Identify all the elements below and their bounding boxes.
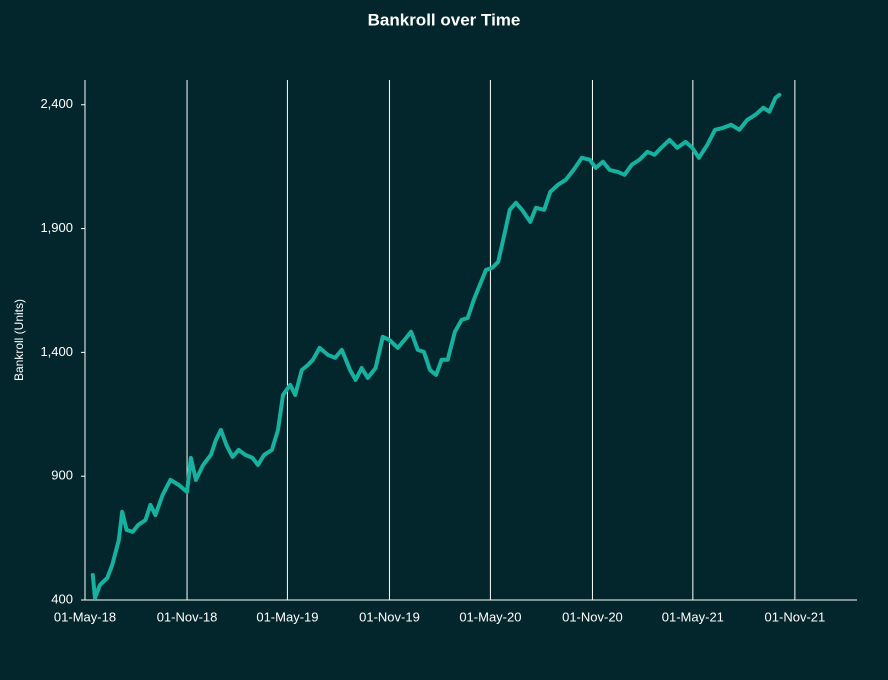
y-tick-label: 900 bbox=[51, 468, 73, 483]
x-tick-label: 01-May-19 bbox=[256, 609, 318, 624]
line bbox=[90, 92, 782, 600]
y-axis-label: Bankroll (Units) bbox=[12, 299, 26, 381]
y-tick-label: 1,400 bbox=[40, 344, 73, 359]
x-tick-label: 01-May-18 bbox=[54, 609, 116, 624]
y-tick-label: 1,900 bbox=[40, 220, 73, 235]
x-tick-label: 01-Nov-18 bbox=[157, 609, 218, 624]
y-tick-label: 400 bbox=[51, 591, 73, 606]
x-tick-label: 01-Nov-19 bbox=[359, 609, 420, 624]
x-tick-label: 01-May-21 bbox=[662, 609, 724, 624]
x-tick-label: 01-Nov-21 bbox=[765, 609, 826, 624]
x-tick-label: 01-May-20 bbox=[459, 609, 521, 624]
chart-title: Bankroll over Time bbox=[368, 10, 521, 29]
y-tick-label: 2,400 bbox=[40, 96, 73, 111]
x-tick-label: 01-Nov-20 bbox=[562, 609, 623, 624]
